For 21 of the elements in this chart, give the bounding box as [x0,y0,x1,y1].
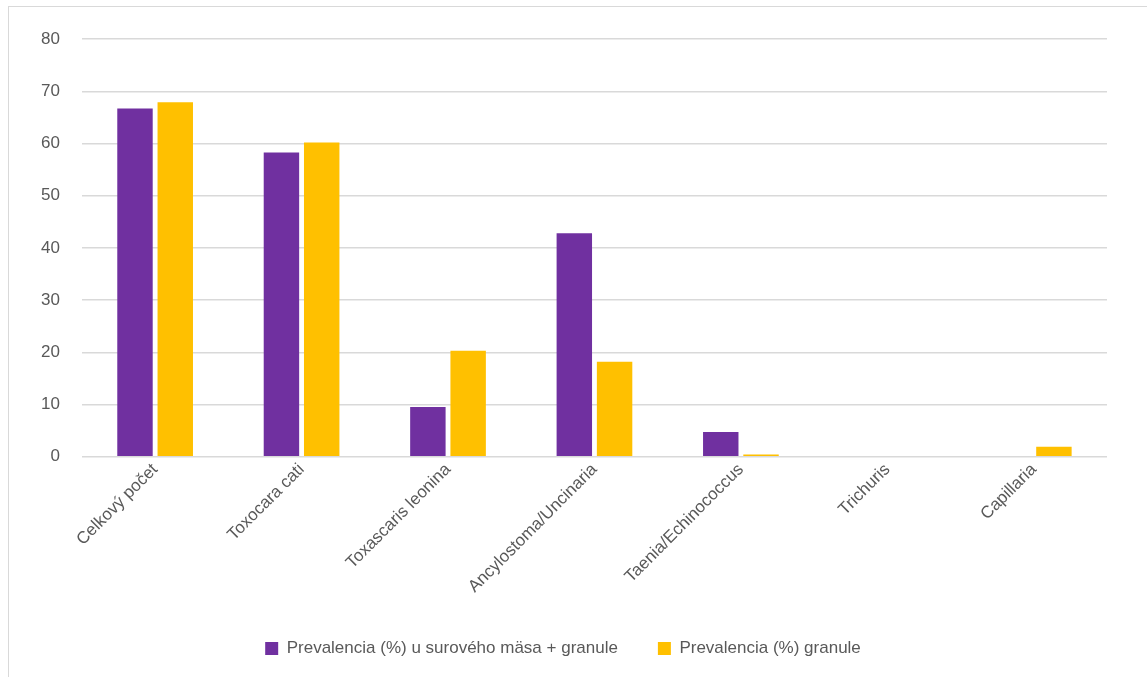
bar [157,102,193,456]
y-tick-label: 80 [40,28,60,48]
bar [263,152,300,456]
bar [556,233,593,456]
bar [703,432,739,456]
bar [410,407,446,456]
bar [450,350,486,456]
bar [303,142,340,456]
y-tick-label: 0 [50,446,60,466]
legend-label: Prevalencia (%) u surového mäsa + granule [286,638,618,658]
y-tick-label: 30 [40,289,60,309]
y-tick-label: 70 [40,81,60,101]
y-tick-label: 40 [40,237,60,257]
bar [596,361,633,456]
y-tick-label: 10 [40,394,60,414]
y-tick-label: 50 [40,185,60,205]
bar [117,108,153,456]
legend-label: Prevalencia (%) granule [679,638,861,658]
y-tick-label: 60 [40,133,60,153]
bar [1036,446,1072,456]
y-tick-label: 20 [40,341,60,361]
